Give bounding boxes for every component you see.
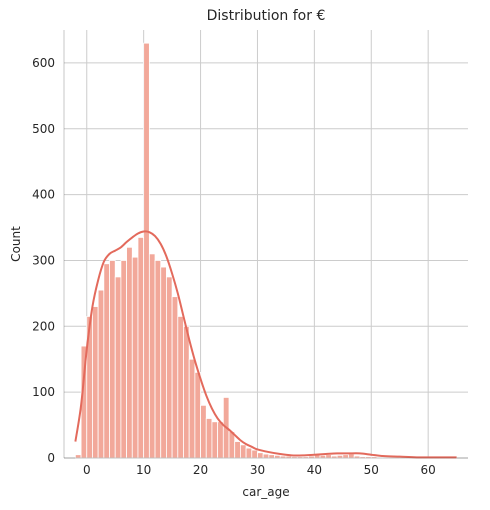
histogram-bar	[211, 421, 219, 459]
histogram-bar	[257, 452, 264, 459]
kde-curve	[74, 230, 457, 459]
histogram-bars	[74, 42, 458, 459]
y-tick-label: 300	[32, 253, 55, 267]
histogram-bar	[171, 296, 179, 459]
histogram-bar	[166, 276, 173, 459]
histogram-bar	[239, 444, 247, 459]
histogram-bar	[126, 246, 133, 459]
x-tick-label: 10	[136, 463, 151, 477]
histogram-bar	[183, 325, 190, 459]
x-axis-label: car_age	[242, 485, 289, 499]
histogram-bar	[154, 260, 162, 459]
histogram-bar	[120, 260, 127, 459]
histogram-bar	[348, 453, 355, 459]
y-tick-label: 600	[32, 56, 55, 70]
histogram-bar	[160, 266, 167, 459]
y-tick-labels: 0 100 200 300 400 500 600	[32, 56, 55, 465]
histogram-bar	[188, 358, 196, 459]
chart-title: Distribution for €	[207, 8, 326, 24]
y-tick-label: 200	[32, 319, 55, 333]
x-tick-label: 30	[250, 463, 265, 477]
histogram-bar	[131, 256, 139, 459]
y-axis-label: Count	[9, 226, 23, 262]
histogram-bar	[228, 431, 236, 459]
histogram-bar	[234, 441, 241, 459]
x-tick-labels: 0 10 20 30 40 50 60	[83, 463, 436, 477]
y-tick-label: 400	[32, 188, 55, 202]
histogram-bar	[137, 237, 145, 459]
x-tick-label: 0	[83, 463, 91, 477]
y-tick-label: 500	[32, 122, 55, 136]
histogram-bar	[217, 421, 224, 459]
histogram-bar	[109, 260, 116, 459]
histogram-bar	[97, 289, 105, 459]
y-tick-label: 0	[47, 451, 55, 465]
x-tick-label: 50	[364, 463, 379, 477]
x-tick-label: 60	[421, 463, 436, 477]
histogram-bar	[200, 404, 207, 459]
histogram-bar	[194, 371, 201, 459]
x-tick-label: 20	[193, 463, 208, 477]
histogram-bar	[262, 453, 270, 459]
histogram-bar	[205, 418, 213, 459]
histogram-bar	[114, 276, 122, 459]
x-tick-label: 40	[307, 463, 322, 477]
histogram-bar	[245, 447, 253, 459]
histogram-bar	[143, 42, 150, 459]
histogram-bar	[148, 253, 156, 459]
y-tick-label: 100	[32, 385, 55, 399]
histogram-bar	[92, 306, 99, 459]
histogram-bar	[103, 263, 110, 459]
histogram-bar	[251, 449, 258, 459]
histogram-bar	[177, 316, 184, 459]
